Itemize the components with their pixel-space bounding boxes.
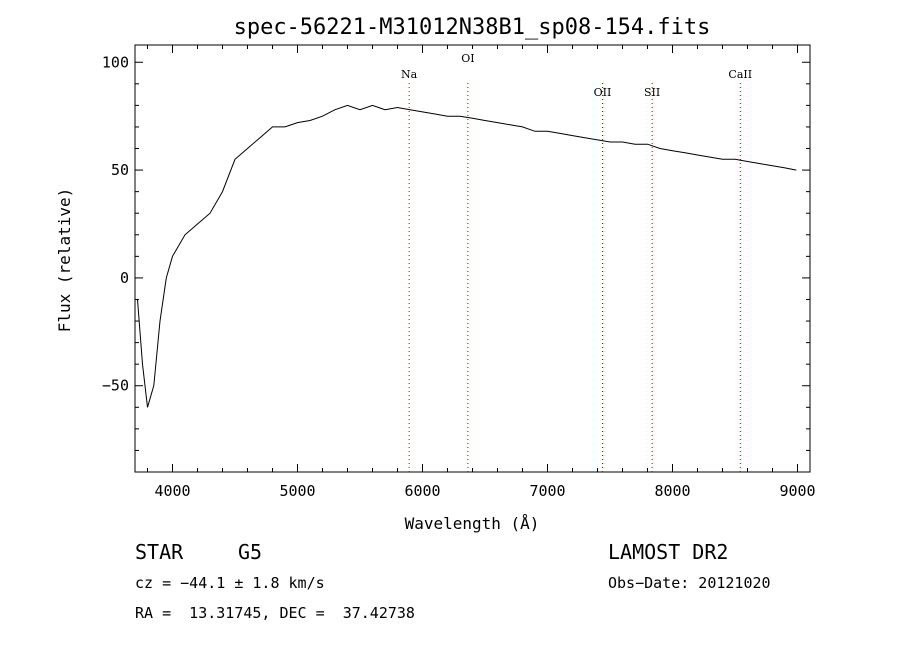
line-marker-label: OII	[594, 86, 612, 99]
y-tick-label: 100	[102, 53, 129, 71]
coordinates: RA = 13.31745, DEC = 37.42738	[135, 604, 415, 622]
line-marker-label: SII	[644, 86, 660, 99]
observation-date: Obs−Date: 20121020	[608, 574, 771, 592]
redshift-cz: cz = −44.1 ± 1.8 km/s	[135, 574, 325, 592]
x-tick-label: 4000	[154, 482, 190, 500]
plot-frame	[134, 44, 811, 473]
chart-title: spec-56221-M31012N38B1_sp08-154.fits	[234, 15, 711, 40]
x-tick-label: 9000	[779, 482, 815, 500]
y-tick-label: −50	[102, 377, 129, 395]
line-marker-label: OI	[461, 52, 474, 65]
line-marker-label: CaII	[728, 68, 752, 81]
object-subclass: G5	[238, 540, 263, 564]
x-tick-label: 7000	[529, 482, 565, 500]
line-marker-label: Na	[401, 68, 418, 81]
y-tick-label: 50	[111, 161, 129, 179]
survey-name: LAMOST DR2	[608, 540, 729, 564]
x-tick-label: 5000	[279, 482, 315, 500]
y-axis-label: Flux (relative)	[55, 188, 74, 333]
x-tick-label: 6000	[404, 482, 440, 500]
x-axis-label: Wavelength (Å)	[405, 514, 540, 533]
x-tick-label: 8000	[654, 482, 690, 500]
spectrum-line	[137, 104, 797, 408]
y-tick-label: 0	[120, 269, 129, 287]
object-type: STAR	[135, 540, 184, 564]
